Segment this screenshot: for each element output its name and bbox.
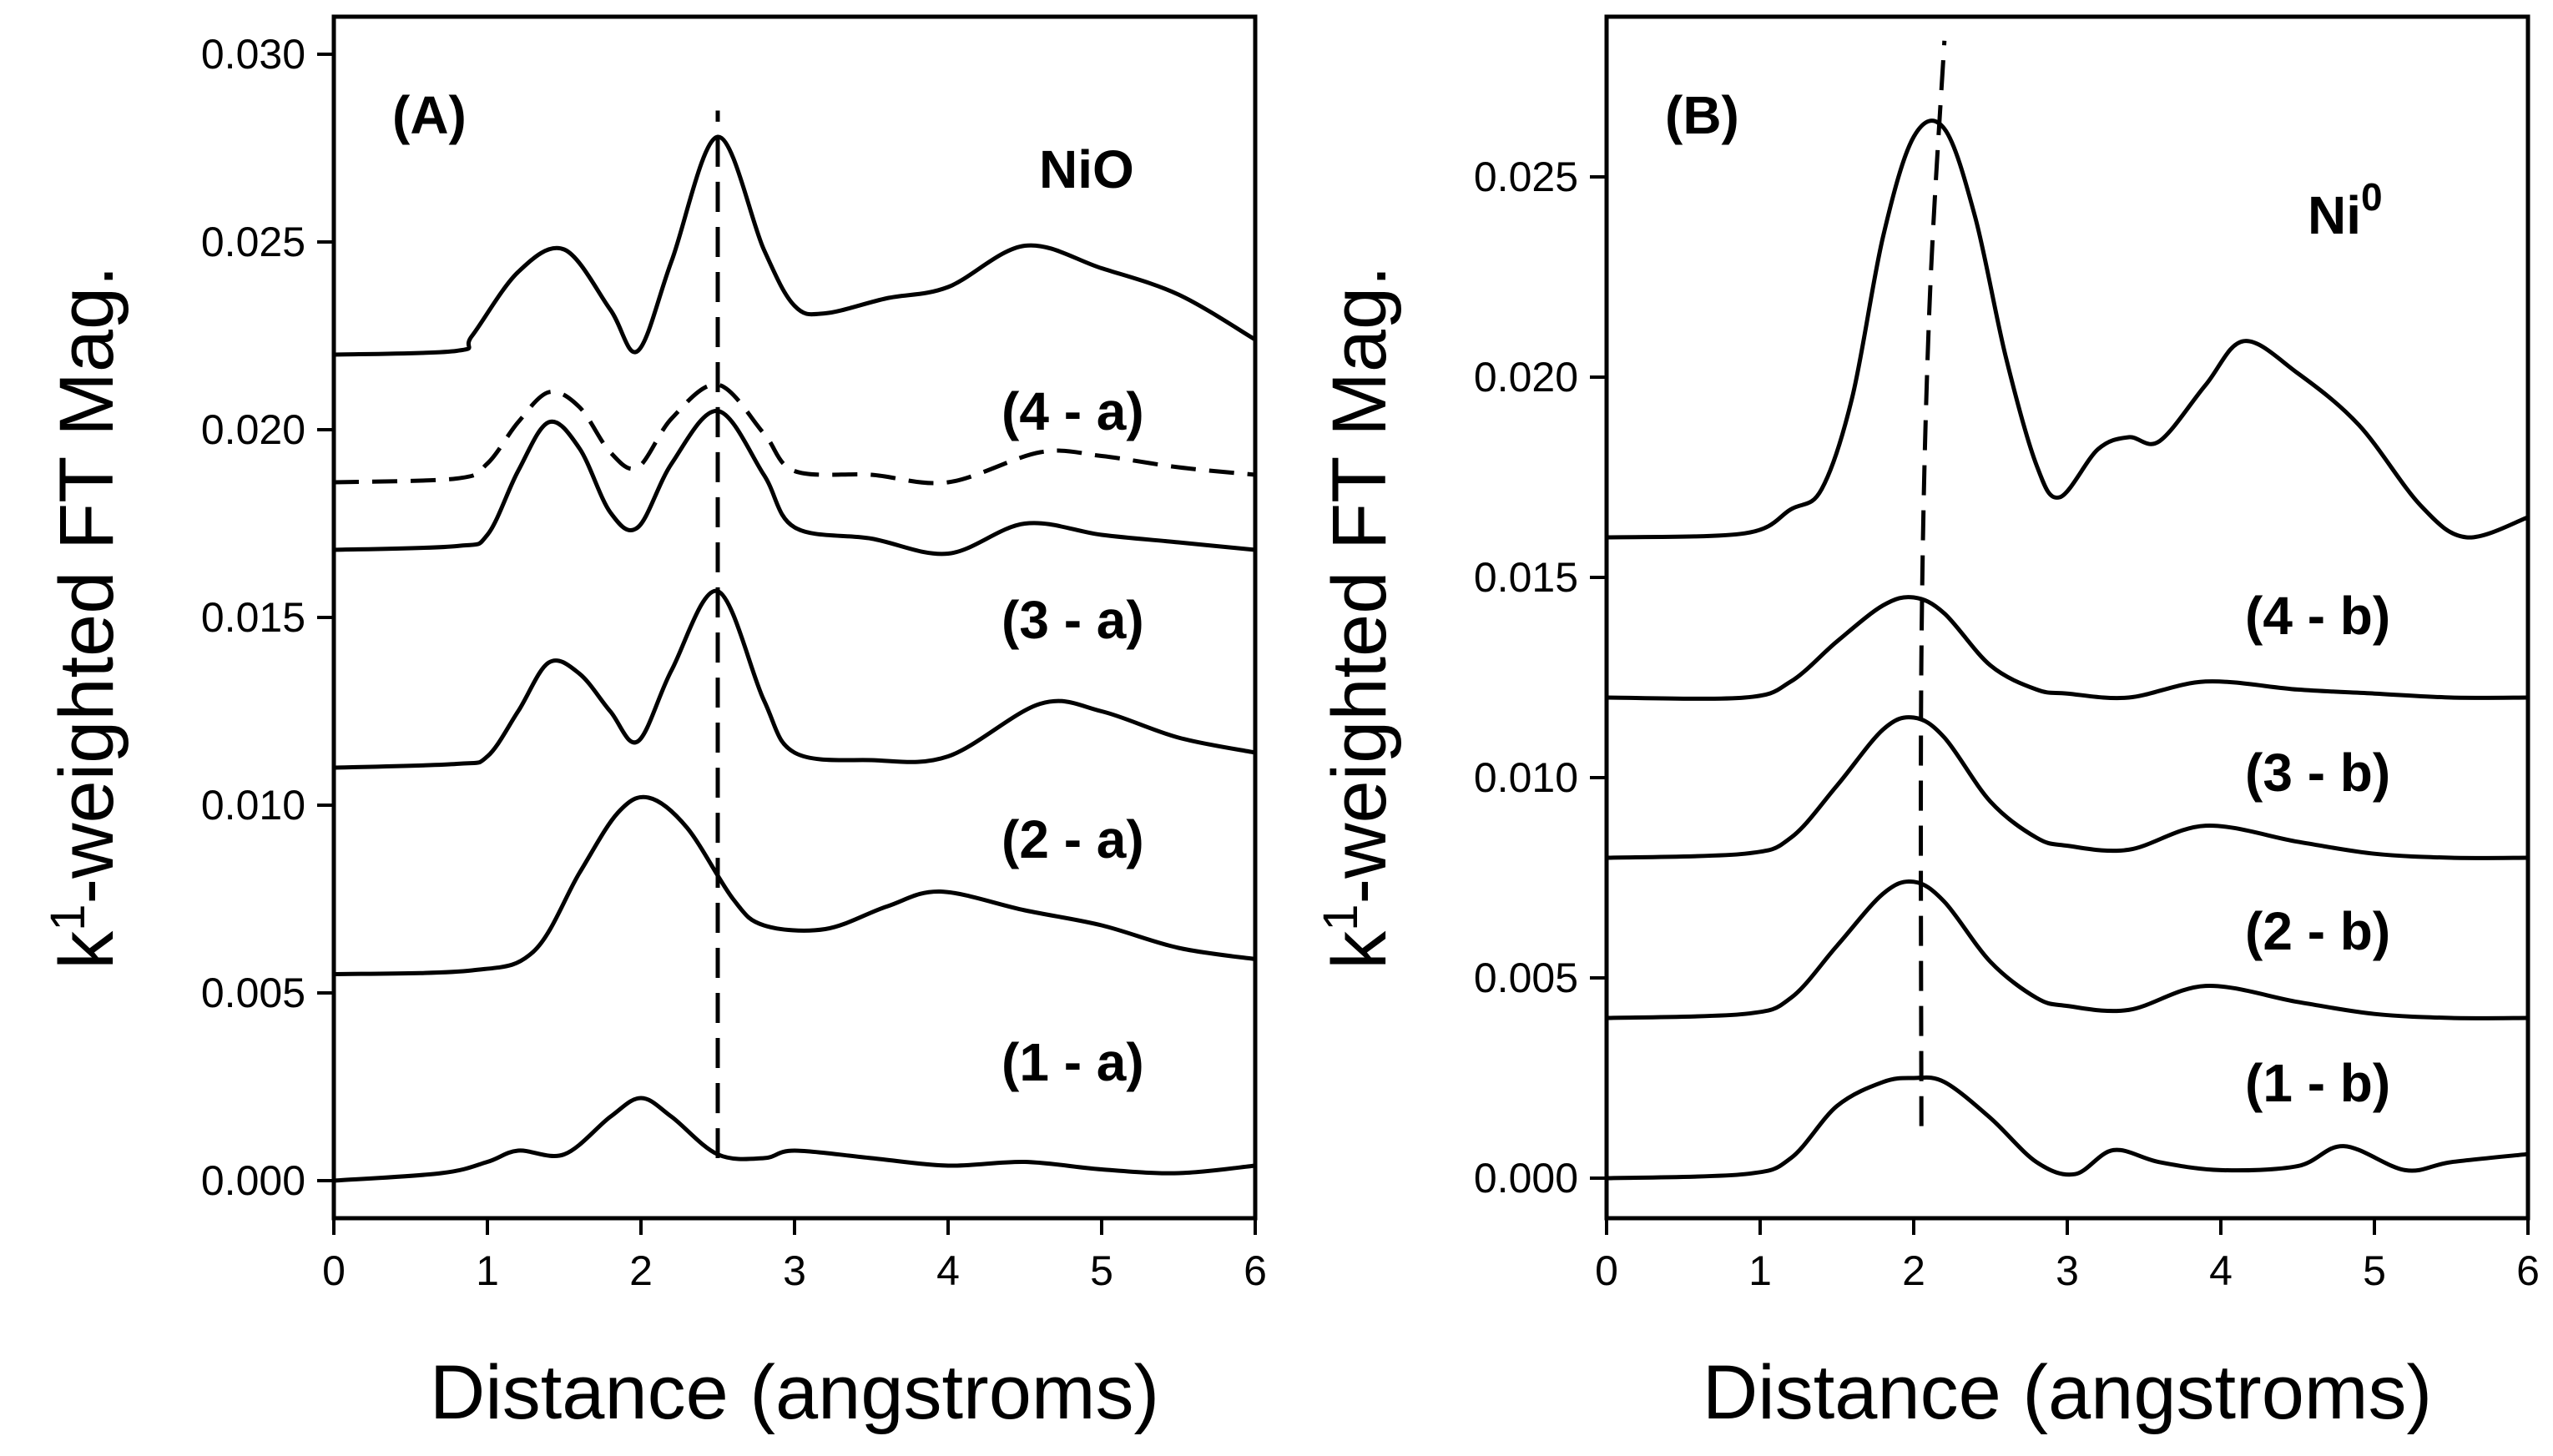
panel-a-y-tick-label: 0.010: [201, 782, 305, 829]
panel-b-x-tick-label: 1: [1748, 1247, 1772, 1294]
panel-b-x-tick-label: 6: [2516, 1247, 2540, 1294]
panel-a-curve-label-4a: (4 - a): [1002, 381, 1144, 441]
panel-a-series-4-a-dashed: [333, 382, 1256, 486]
panel-a-x-tick-label: 1: [476, 1247, 499, 1294]
panel-b-x-tick-label: 2: [1902, 1247, 1925, 1294]
panel-a-curve-label-3a: (3 - a): [1002, 590, 1144, 650]
panel-b-reference-label: Ni0: [2308, 175, 2383, 245]
panel-a-y-tick-label: 0.030: [201, 31, 305, 78]
panel-a-x-tick-label: 0: [322, 1247, 346, 1294]
panel-a-label: (A): [392, 85, 467, 145]
panel-a-x-tick-label: 2: [629, 1247, 653, 1294]
panel-a-ticks: 0 1 2 3 4 5 6 0.000 0.005 0.010 0.015 0.020 0.025 0.0…: [201, 31, 1267, 1294]
panel-a-x-tick-label: 4: [936, 1247, 960, 1294]
panel-b-x-tick-label: 4: [2209, 1247, 2233, 1294]
panel-b-curve-label-1b: (1 - b): [2245, 1053, 2390, 1113]
panel-b-series-2-b: [1606, 879, 2529, 1020]
panel-a-reference-label: NiO: [1039, 139, 1134, 199]
panel-b-y-tick-label: 0.010: [1474, 754, 1578, 801]
panel-b-reference-label-superscript: 0: [2361, 175, 2383, 219]
panel-a-x-tick-label: 6: [1244, 1247, 1267, 1294]
panel-a-y-tick-label: 0.020: [201, 406, 305, 453]
panel-b-y-axis-title-rest: -weighted FT Mag.: [1317, 265, 1402, 904]
panel-b-y-tick-label: 0.025: [1474, 154, 1578, 200]
panel-b-curve-label-3b: (3 - b): [2245, 743, 2390, 803]
panel-b-y-tick-label: 0.000: [1474, 1155, 1578, 1202]
panel-a-y-tick-label: 0.000: [201, 1157, 305, 1204]
panel-a-series-3-a: [333, 588, 1256, 770]
panel-b-reference-label-base: Ni: [2308, 185, 2361, 245]
panel-b-y-axis-title-base: k: [1317, 930, 1402, 970]
panel-a-curve-label-1a: (1 - a): [1002, 1032, 1144, 1092]
panel-a-series-2-a: [333, 794, 1256, 976]
panel-b-series-3-b: [1606, 715, 2529, 860]
panel-b-ticks: 0 1 2 3 4 5 6 0.000 0.005 0.010 0.015 0.020 0.025: [1474, 154, 2540, 1294]
panel-b-series-ni0: [1606, 118, 2529, 540]
panel-a-x-tick-label: 5: [1090, 1247, 1113, 1294]
panel-a-chart: 0 1 2 3 4 5 6 0.000 0.005 0.010 0.015 0.020 0.025 0.0…: [41, 14, 1267, 1435]
panel-a-y-axis-title-rest: -weighted FT Mag.: [44, 265, 129, 904]
panel-b-chart: 0 1 2 3 4 5 6 0.000 0.005 0.010 0.015 0.020 0.025 (B…: [1314, 14, 2540, 1435]
panel-b-series: [1606, 40, 2529, 1181]
panel-b-y-tick-label: 0.020: [1474, 354, 1578, 401]
panel-b-x-axis-title: Distance (angstroms): [1703, 1350, 2432, 1435]
panel-a-series-1-a: [333, 1096, 1256, 1183]
panel-a-x-tick-label: 3: [783, 1247, 806, 1294]
panel-a-y-axis-title-base: k: [44, 930, 129, 970]
panel-a-series-nio: [333, 134, 1257, 357]
panel-b-series-1-b: [1606, 1075, 2529, 1181]
panel-b-guide-line: [1919, 40, 1947, 1126]
panel-a-y-axis-title: k1-weighted FT Mag.: [41, 265, 129, 970]
panel-a-y-tick-label: 0.015: [201, 594, 305, 641]
panel-b-label: (B): [1665, 85, 1739, 145]
panel-a-y-tick-label: 0.025: [201, 219, 305, 265]
panel-b-x-tick-label: 5: [2363, 1247, 2386, 1294]
panel-a-series: [333, 110, 1257, 1183]
panel-a-series-4-a: [333, 409, 1256, 557]
panel-b-x-tick-label: 3: [2056, 1247, 2079, 1294]
panel-a-y-axis-title-superscript: 1: [41, 904, 95, 931]
panel-a-x-axis-title: Distance (angstroms): [430, 1350, 1159, 1435]
panel-a-y-tick-label: 0.005: [201, 970, 305, 1016]
panel-b-series-4-b: [1606, 595, 2529, 701]
panel-b-y-axis-title-superscript: 1: [1314, 904, 1368, 931]
panel-b-curve-label-2b: (2 - b): [2245, 901, 2390, 961]
panel-b-y-tick-label: 0.015: [1474, 554, 1578, 601]
panel-b-x-tick-label: 0: [1595, 1247, 1618, 1294]
panel-b-y-tick-label: 0.005: [1474, 955, 1578, 1001]
panel-b-y-axis-title: k1-weighted FT Mag.: [1314, 265, 1402, 970]
panel-b-curve-label-4b: (4 - b): [2245, 586, 2390, 646]
panel-a-curve-label-2a: (2 - a): [1002, 809, 1144, 869]
